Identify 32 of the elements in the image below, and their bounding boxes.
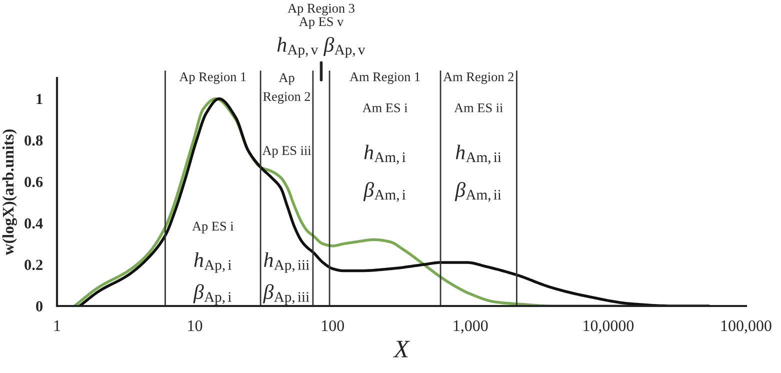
annotation: Ap ES i <box>192 222 234 234</box>
x-tick-label: 10,0000 <box>584 320 634 334</box>
annotation: Ap ES iii <box>262 146 312 158</box>
text: Ap Region 3 Ap ES v <box>288 4 354 29</box>
annotation: h$_{Am,i}$ <box>364 144 406 164</box>
annotation: Am ES ii <box>454 103 503 112</box>
annotation: h$_{Ap,iii}$ <box>264 252 310 273</box>
annotation: Ap Region 1 <box>179 72 246 84</box>
annotation: Am Region 2 <box>443 72 514 84</box>
y-tick-label: 1 <box>36 94 42 104</box>
x-tick-label: 1,000 <box>454 320 488 334</box>
text: h$_{Ap,v}$ β$_{Ap,v}$ <box>277 36 366 58</box>
annotation: Am ES i <box>362 103 408 112</box>
y-axis-title: w(logX)(arb.units) <box>2 129 17 256</box>
annotation: β$_{Am,i}$ <box>363 182 406 202</box>
y-tick-label: 0.8 <box>24 135 43 146</box>
annotation: Ap Region 2 <box>263 73 310 104</box>
x-axis-title: X <box>393 340 410 358</box>
annotation: h$_{Am,ii}$ <box>456 144 502 164</box>
y-tick-label: 0.2 <box>24 260 42 270</box>
annotation: β$_{Ap,iii}$ <box>262 284 310 305</box>
x-tick-label: 100 <box>322 320 344 332</box>
y-tick-label: 0.4 <box>24 218 43 229</box>
annotation: h$_{Ap,i}$ <box>194 252 232 273</box>
x-tick-label: 100,000 <box>721 320 772 334</box>
x-tick-label: 10 <box>188 320 202 332</box>
annotation: β$_{Am,ii}$ <box>454 182 502 202</box>
y-tick-label: 0 <box>36 301 43 312</box>
x-tick-label: 1 <box>54 320 60 331</box>
annotation: β$_{Ap,i}$ <box>193 284 232 305</box>
y-tick-label: 0.6 <box>24 176 43 188</box>
annotation: Am Region 1 <box>350 72 420 84</box>
